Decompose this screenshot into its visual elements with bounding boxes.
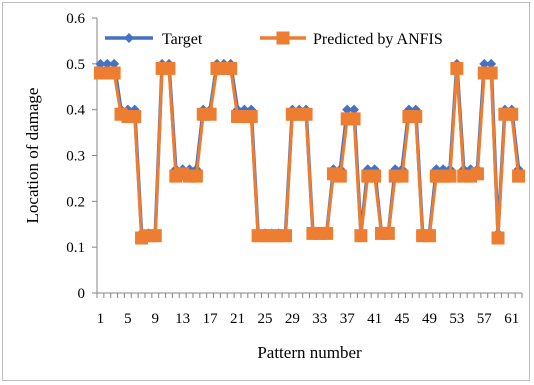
data-point bbox=[368, 169, 382, 183]
y-tick-label: 0.1 bbox=[66, 240, 85, 256]
x-tick-label: 9 bbox=[152, 311, 160, 327]
data-point bbox=[491, 231, 505, 245]
x-axis-title: Pattern number bbox=[257, 343, 362, 362]
x-tick-label: 17 bbox=[203, 311, 219, 327]
x-tick-label: 13 bbox=[175, 311, 190, 327]
x-tick-label: 53 bbox=[449, 311, 464, 327]
y-tick-label: 0 bbox=[78, 286, 86, 302]
data-point bbox=[189, 169, 203, 183]
x-tick-label: 49 bbox=[422, 311, 437, 327]
data-point bbox=[279, 229, 293, 243]
data-point bbox=[450, 61, 464, 75]
data-point bbox=[224, 61, 238, 75]
x-tick-label: 33 bbox=[312, 311, 327, 327]
data-point bbox=[333, 169, 347, 183]
data-point bbox=[354, 229, 368, 243]
data-point bbox=[203, 107, 217, 121]
data-point bbox=[422, 229, 436, 243]
legend-marker bbox=[276, 31, 290, 45]
data-point bbox=[299, 107, 313, 121]
y-tick-label: 0.4 bbox=[66, 103, 85, 119]
series-predicted bbox=[93, 61, 526, 245]
data-point bbox=[162, 61, 176, 75]
x-tick-label: 41 bbox=[367, 311, 382, 327]
legend-marker bbox=[124, 33, 134, 43]
data-point bbox=[470, 167, 484, 181]
legend: Target Predicted by ANFIS bbox=[105, 31, 443, 48]
y-tick-label: 0.6 bbox=[66, 11, 85, 27]
x-tick-label: 1 bbox=[97, 311, 105, 327]
legend-label: Target bbox=[162, 31, 203, 48]
plot-area bbox=[93, 58, 526, 245]
x-tick-label: 57 bbox=[477, 311, 493, 327]
x-tick-label: 25 bbox=[257, 311, 272, 327]
x-tick-label: 45 bbox=[395, 311, 410, 327]
y-tick-labels: 0 0.1 0.2 0.3 0.4 0.5 0.6 bbox=[66, 11, 85, 302]
legend-label: Predicted by ANFIS bbox=[313, 31, 443, 48]
y-tick-label: 0.3 bbox=[66, 149, 85, 165]
x-tick-label: 37 bbox=[340, 311, 356, 327]
x-tick-labels: 1 5 9 13 17 21 25 29 33 37 41 45 49 53 57 61 bbox=[97, 311, 520, 327]
data-point bbox=[128, 110, 142, 124]
data-point bbox=[102, 58, 113, 69]
legend-item: Target bbox=[105, 31, 203, 48]
data-point bbox=[484, 66, 498, 80]
x-tick-label: 5 bbox=[124, 311, 132, 327]
data-point bbox=[95, 58, 106, 69]
y-tick-label: 0.2 bbox=[66, 194, 85, 210]
data-point bbox=[347, 112, 361, 126]
data-point bbox=[395, 169, 409, 183]
data-point bbox=[512, 169, 526, 183]
data-point bbox=[342, 104, 353, 115]
data-point bbox=[381, 226, 395, 240]
chart-frame bbox=[2, 2, 530, 381]
legend-item: Predicted by ANFIS bbox=[260, 31, 443, 48]
x-tick-label: 61 bbox=[504, 311, 519, 327]
data-point bbox=[409, 110, 423, 124]
x-tick-label: 21 bbox=[230, 311, 245, 327]
y-tick-label: 0.5 bbox=[66, 57, 85, 73]
data-point bbox=[443, 169, 457, 183]
data-point bbox=[479, 58, 490, 69]
series-line bbox=[100, 66, 521, 240]
data-point bbox=[320, 226, 334, 240]
data-point bbox=[109, 58, 120, 69]
data-point bbox=[486, 58, 497, 69]
y-axis-title: Location of damage bbox=[23, 88, 42, 224]
data-point bbox=[349, 104, 360, 115]
data-point bbox=[148, 229, 162, 243]
data-point bbox=[505, 107, 519, 121]
data-point bbox=[107, 66, 121, 80]
data-point bbox=[244, 110, 258, 124]
x-tick-label: 29 bbox=[285, 311, 300, 327]
